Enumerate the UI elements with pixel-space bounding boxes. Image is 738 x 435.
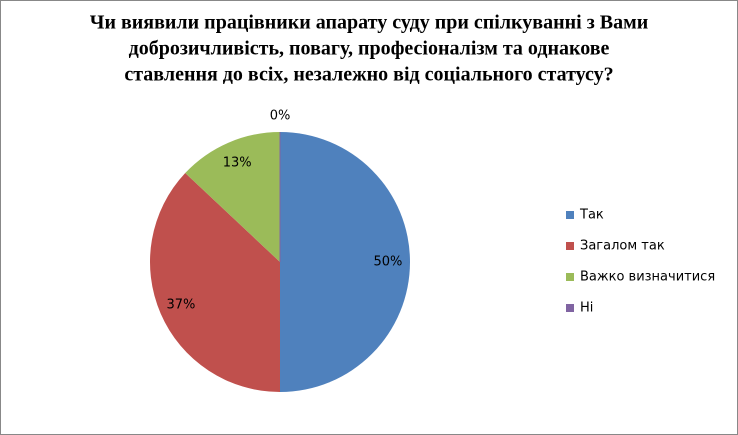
chart-title: Чи виявили працівники апарату суду при с… (90, 12, 648, 34)
legend-swatch (566, 304, 574, 312)
legend-swatch (566, 273, 574, 281)
chart-title: доброзичливість, повагу, професіоналізм … (129, 38, 610, 60)
data-label: 13% (223, 155, 252, 170)
legend-label: Важко визначитися (580, 270, 715, 285)
pie-slice (149, 173, 280, 392)
legend-label: Загалом так (580, 239, 665, 254)
data-label: 50% (373, 255, 402, 270)
legend-label: Ні (580, 301, 593, 316)
legend-label: Так (579, 208, 604, 223)
chart-title: ставлення до всіх, незалежно від соціаль… (124, 64, 613, 86)
legend-swatch (566, 211, 574, 219)
pie-slice (185, 132, 280, 262)
data-label: 37% (167, 297, 196, 312)
data-label: 0% (270, 109, 291, 124)
pie-slice (280, 132, 410, 392)
legend-swatch (566, 242, 574, 250)
